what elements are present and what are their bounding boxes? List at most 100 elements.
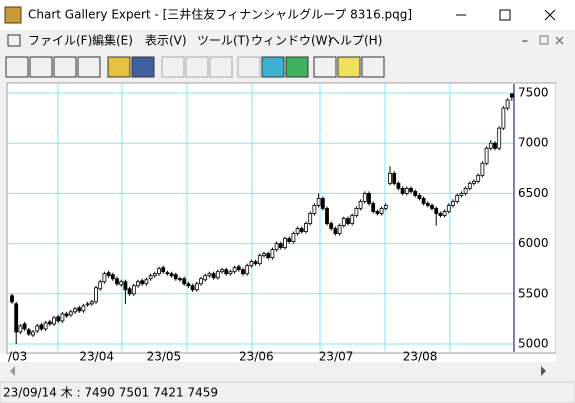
candle-body xyxy=(358,201,363,209)
tool-button[interactable] xyxy=(209,56,233,78)
menu-item[interactable]: ファイル(F) xyxy=(28,34,92,48)
x-tick-label: 23/05 xyxy=(147,350,182,364)
candle-body xyxy=(232,267,237,273)
window-title: Chart Gallery Expert - [三井住友フィナンシャルグループ … xyxy=(28,8,412,22)
candle-body xyxy=(249,261,254,267)
h-scrollbar[interactable] xyxy=(0,362,556,381)
candle-body xyxy=(388,172,392,184)
tool-button[interactable] xyxy=(161,56,185,78)
tool-button[interactable] xyxy=(29,56,53,78)
candle-body xyxy=(115,278,119,285)
candle-body xyxy=(362,193,367,202)
menu-item[interactable]: ウィンドウ(W) xyxy=(251,34,332,48)
candle-body xyxy=(98,281,103,290)
candle-body xyxy=(73,308,77,313)
candle-body xyxy=(425,203,430,206)
y-tick-label: 5500 xyxy=(518,286,549,300)
mdi-close[interactable] xyxy=(555,36,564,45)
candle-body xyxy=(215,271,220,279)
candle-body xyxy=(409,187,413,192)
candle-body xyxy=(383,205,388,209)
candle-body xyxy=(396,182,401,189)
side-panel xyxy=(556,83,575,362)
candle-body xyxy=(308,213,313,224)
candle-body xyxy=(291,233,296,242)
candle-body xyxy=(47,321,52,325)
candle-body xyxy=(371,203,376,212)
tool-button[interactable] xyxy=(261,56,285,78)
candle-body xyxy=(459,193,464,196)
tool-button[interactable] xyxy=(131,56,155,78)
y-tick-label: 6500 xyxy=(518,186,549,200)
candle-body xyxy=(312,205,317,214)
candle-body xyxy=(467,182,472,189)
candle-body xyxy=(157,268,161,275)
candle-body xyxy=(329,223,334,229)
x-tick-label: 23/07 xyxy=(319,350,354,364)
candle-body xyxy=(501,107,506,129)
tool-button[interactable] xyxy=(313,56,337,78)
candle-body xyxy=(182,278,187,285)
tool-button[interactable] xyxy=(237,56,261,78)
candle-body xyxy=(106,272,111,277)
candle-body xyxy=(367,193,371,204)
candle-body xyxy=(451,201,455,206)
toolbar-buttons xyxy=(5,56,385,78)
candle-body xyxy=(493,142,497,149)
title-bar xyxy=(0,0,575,30)
menu-item[interactable]: 表示(V) xyxy=(145,34,187,48)
candle-body xyxy=(392,172,397,184)
candle-body xyxy=(136,281,140,287)
tool-button[interactable] xyxy=(107,56,131,78)
menu-item[interactable]: 編集(E) xyxy=(92,33,133,48)
mdi-restore[interactable] xyxy=(539,35,549,45)
candle-body xyxy=(278,243,283,249)
label-strip xyxy=(0,354,575,362)
candle-body xyxy=(148,275,153,280)
candle-body xyxy=(102,273,107,283)
y-tick-label: 7500 xyxy=(518,86,549,100)
tool-button[interactable] xyxy=(5,56,29,78)
tool-button[interactable] xyxy=(337,56,361,78)
candle-body xyxy=(488,142,493,149)
scroll-left[interactable] xyxy=(10,366,15,376)
candle-body xyxy=(123,281,128,291)
close-button[interactable] xyxy=(544,9,556,21)
candle-body xyxy=(472,180,476,184)
y-tick-label: 6000 xyxy=(518,236,549,250)
candle-body xyxy=(446,205,451,212)
tool-button[interactable] xyxy=(361,56,385,78)
candle-body xyxy=(304,223,308,232)
tool-button[interactable] xyxy=(185,56,209,78)
candle-body xyxy=(434,208,439,214)
scroll-right[interactable] xyxy=(541,366,546,376)
x-tick-label: /03 xyxy=(8,350,27,364)
y-tick-label: 7000 xyxy=(518,136,549,150)
tool-button[interactable] xyxy=(285,56,309,78)
candle-body xyxy=(64,313,69,317)
candle-body xyxy=(81,305,86,312)
candle-body xyxy=(320,198,325,209)
candle-body xyxy=(207,273,212,277)
candle-body xyxy=(77,307,82,312)
doc-icon xyxy=(7,34,21,47)
candle-body xyxy=(161,267,166,273)
candle-body xyxy=(236,266,241,271)
candle-body xyxy=(497,127,502,149)
menu-item[interactable]: ヘルプ(H) xyxy=(328,34,382,48)
candle-body xyxy=(455,195,460,202)
maximize-button[interactable] xyxy=(499,9,511,21)
menu-item[interactable]: ツール(T) xyxy=(197,34,250,48)
mdi-minimize[interactable]: – xyxy=(522,34,528,48)
candle-body xyxy=(228,271,233,275)
candle-body xyxy=(165,272,170,275)
candle-body xyxy=(224,269,229,275)
candle-body xyxy=(39,324,44,330)
candle-body xyxy=(413,190,418,196)
candle-body xyxy=(190,285,195,291)
candle-body xyxy=(480,162,485,176)
candle-body xyxy=(56,316,61,322)
tool-button[interactable] xyxy=(53,56,77,78)
tool-button[interactable] xyxy=(77,56,101,78)
candle-body xyxy=(262,253,266,257)
